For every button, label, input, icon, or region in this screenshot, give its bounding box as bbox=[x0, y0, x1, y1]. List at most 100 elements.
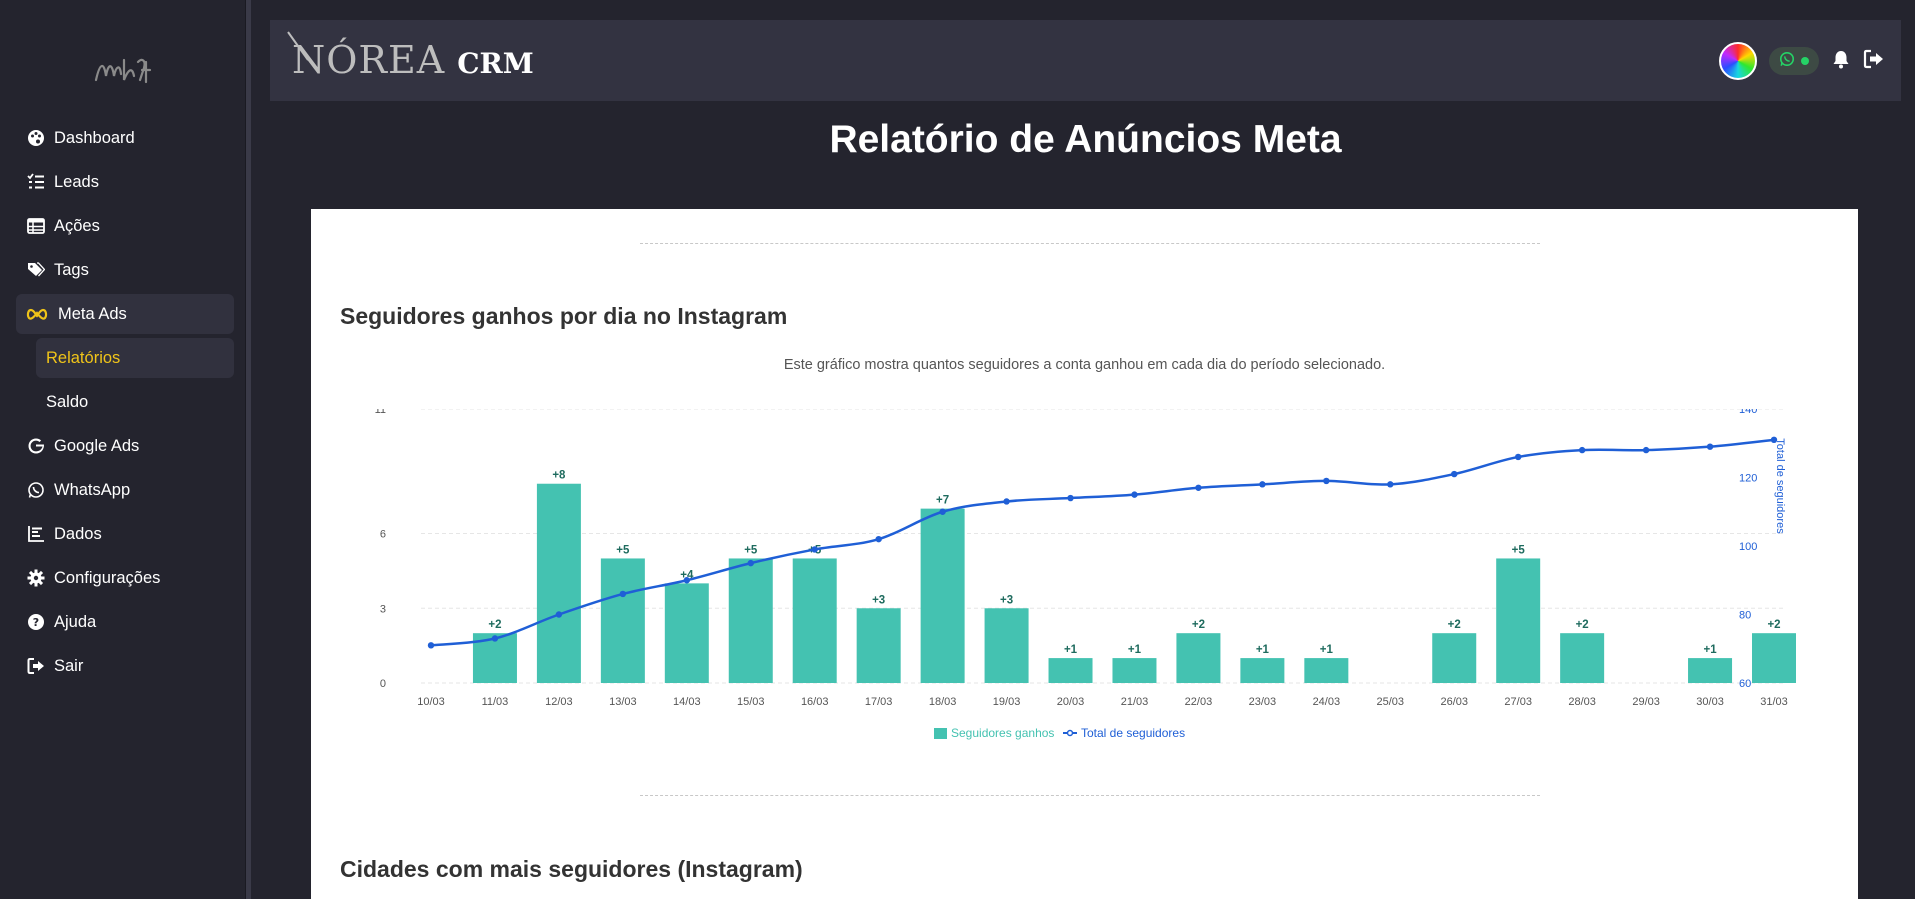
logout-icon bbox=[26, 656, 46, 676]
bar bbox=[1752, 633, 1796, 683]
bar bbox=[1688, 658, 1733, 683]
sidebar-item-label: Meta Ads bbox=[58, 304, 127, 323]
list-check-icon bbox=[26, 172, 46, 192]
sidebar-item-label: Dashboard bbox=[54, 128, 135, 147]
line-point bbox=[1514, 453, 1522, 461]
sidebar-item-dashboard[interactable]: Dashboard bbox=[16, 118, 234, 158]
x-tick-label: 31/03 bbox=[1760, 696, 1788, 708]
bar-data-label: +1 bbox=[1320, 644, 1334, 656]
bar bbox=[664, 583, 709, 683]
x-tick-label: 26/03 bbox=[1440, 696, 1468, 708]
sidebar-item-meta-ads[interactable]: Meta Ads bbox=[16, 294, 234, 334]
bar-data-label: +2 bbox=[1448, 619, 1461, 631]
x-tick-label: 21/03 bbox=[1121, 696, 1149, 708]
sidebar-item-label: Leads bbox=[54, 172, 99, 191]
x-tick-label: 24/03 bbox=[1313, 696, 1341, 708]
legend-swatch-point bbox=[1066, 729, 1074, 737]
line-point bbox=[1195, 484, 1202, 491]
x-tick-label: 27/03 bbox=[1504, 696, 1532, 708]
question-icon: ? bbox=[26, 612, 46, 632]
sidebar-item-acoes[interactable]: Ações bbox=[16, 206, 234, 246]
brand-logo: NÓREA CRM bbox=[287, 31, 534, 82]
cities-section-title: Cidades com mais seguidores (Instagram) bbox=[340, 856, 803, 882]
bar bbox=[1048, 658, 1093, 683]
sidebar-item-google-ads[interactable]: Google Ads bbox=[16, 426, 234, 466]
line-point bbox=[1706, 443, 1714, 450]
sidebar-item-label: Configurações bbox=[54, 568, 161, 587]
sidebar-item-dados[interactable]: Dados bbox=[16, 514, 234, 554]
sidebar-item-sair[interactable]: Sair bbox=[16, 646, 234, 686]
logo-glyph bbox=[94, 58, 152, 84]
y-right-tick-label: 80 bbox=[1739, 610, 1751, 622]
page-title: Relatório de Anúncios Meta bbox=[829, 118, 1342, 161]
line-point bbox=[427, 642, 435, 649]
sidebar-item-configuracoes[interactable]: Configurações bbox=[16, 558, 234, 598]
bar-data-label: +2 bbox=[1192, 619, 1205, 631]
legend-label-line: Total de seguidores bbox=[1081, 726, 1185, 740]
bar bbox=[920, 508, 965, 683]
whatsapp-status[interactable] bbox=[1769, 47, 1819, 75]
bar-data-label: +1 bbox=[1128, 644, 1142, 656]
line-point bbox=[683, 577, 691, 584]
bar-data-label: +5 bbox=[744, 544, 758, 556]
logout-icon[interactable] bbox=[1863, 49, 1885, 74]
bar bbox=[856, 608, 901, 683]
sidebar-subitem-relatorios[interactable]: Relatórios bbox=[36, 338, 234, 378]
x-tick-label: 25/03 bbox=[1377, 696, 1405, 708]
theme-color-wheel[interactable] bbox=[1719, 42, 1757, 80]
status-dot bbox=[1801, 57, 1809, 65]
x-tick-label: 28/03 bbox=[1568, 696, 1596, 708]
bar-data-label: +1 bbox=[1064, 644, 1078, 656]
y-right-axis-title: Total de seguidores bbox=[1774, 438, 1786, 534]
line-point bbox=[1067, 494, 1074, 502]
header-actions bbox=[1719, 42, 1885, 80]
y-right-tick-label: 120 bbox=[1739, 473, 1757, 485]
bar bbox=[1432, 633, 1477, 683]
x-tick-label: 29/03 bbox=[1632, 696, 1660, 708]
bar-data-label: +1 bbox=[1256, 644, 1270, 656]
table-icon bbox=[26, 216, 46, 236]
sidebar-item-label: Dados bbox=[54, 524, 102, 543]
bar-data-label: +3 bbox=[1000, 594, 1013, 606]
brand-name: NÓREA bbox=[292, 38, 446, 82]
x-tick-label: 18/03 bbox=[929, 696, 957, 708]
sidebar-item-leads[interactable]: Leads bbox=[16, 162, 234, 202]
sidebar-nav: Dashboard Leads Ações Tags bbox=[16, 118, 234, 690]
google-icon bbox=[26, 436, 46, 456]
bell-icon[interactable] bbox=[1831, 49, 1851, 74]
line-point bbox=[1578, 446, 1586, 454]
line-point bbox=[1323, 477, 1330, 485]
brand-sword-icon bbox=[287, 31, 309, 61]
section-divider bbox=[640, 243, 1540, 244]
y-left-tick-label: 11 bbox=[375, 409, 386, 416]
line-point bbox=[1451, 470, 1458, 478]
y-right-tick-label: 140 bbox=[1739, 409, 1757, 416]
sidebar-subitem-saldo[interactable]: Saldo bbox=[16, 382, 234, 422]
bar bbox=[984, 608, 1029, 683]
y-right-tick-label: 60 bbox=[1739, 678, 1751, 690]
sidebar-item-label: Google Ads bbox=[54, 436, 140, 455]
bar bbox=[600, 558, 645, 683]
x-tick-label: 14/03 bbox=[673, 696, 701, 708]
sidebar-item-tags[interactable]: Tags bbox=[16, 250, 234, 290]
bar bbox=[792, 558, 837, 683]
sidebar-item-whatsapp[interactable]: WhatsApp bbox=[16, 470, 234, 510]
x-tick-label: 20/03 bbox=[1057, 696, 1085, 708]
y-right-tick-label: 100 bbox=[1739, 541, 1757, 553]
line-point bbox=[1003, 498, 1010, 505]
bar-data-label: +2 bbox=[1576, 619, 1589, 631]
series-line-total bbox=[430, 438, 1775, 647]
bar bbox=[1240, 658, 1285, 683]
bar-data-label: +5 bbox=[616, 544, 630, 556]
sidebar-item-ajuda[interactable]: ? Ajuda bbox=[16, 602, 234, 642]
top-header: NÓREA CRM bbox=[270, 20, 1901, 101]
bar-data-label: +7 bbox=[936, 495, 949, 507]
report-card: Seguidores ganhos por dia no Instagram E… bbox=[311, 209, 1858, 899]
bar bbox=[1112, 658, 1157, 683]
x-tick-label: 17/03 bbox=[865, 696, 893, 708]
whatsapp-icon bbox=[26, 480, 46, 500]
palette-icon bbox=[26, 128, 46, 148]
y-left-tick-label: 6 bbox=[380, 529, 386, 541]
section-divider bbox=[640, 795, 1540, 796]
bar-data-label: +1 bbox=[1703, 644, 1717, 656]
